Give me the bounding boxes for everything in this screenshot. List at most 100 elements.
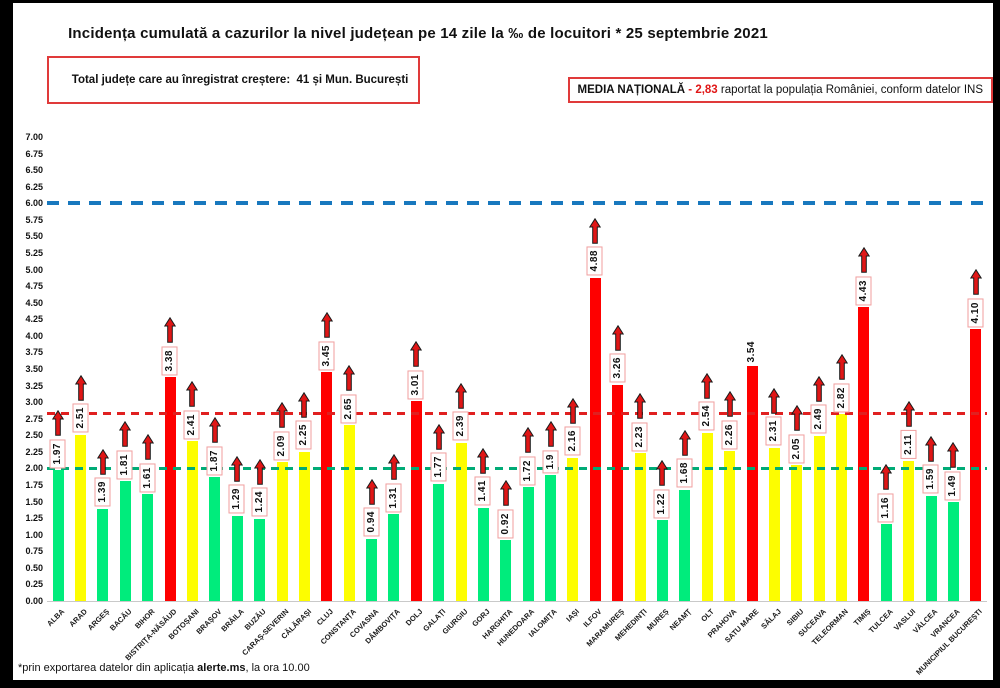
y-tick-label: 0.50 [25,562,43,573]
bar [52,470,64,601]
bar [656,520,668,601]
bar-value-label: 4.88 [587,246,603,276]
increase-arrow-icon [566,397,579,424]
increase-arrow-icon [790,405,803,431]
bar [164,376,176,601]
y-tick-label: 1.00 [25,529,43,540]
bar [880,524,892,601]
y-tick-label: 2.75 [25,413,43,424]
increase-arrow-icon [544,421,557,447]
increase-arrow-icon [947,442,960,468]
increase-arrow-icon [119,421,132,447]
bar-value-label: 2.41 [184,409,200,440]
bar [433,483,445,601]
y-tick-label: 3.75 [25,347,43,358]
x-category-label: BACĂU [108,607,134,633]
y-axis: 0.00 0.25 0.50 0.75 1.00 1.25 1.50 1.75 2.00 2.25… [13,132,45,606]
bar [119,481,131,601]
increase-arrow-icon [231,455,244,482]
y-tick-label: 0.75 [25,546,43,557]
bar [97,508,109,601]
y-tick-label: 6.50 [25,165,43,176]
bar [254,518,266,601]
x-axis-labels: ALBA ARAD ARGEȘ BACĂU BIHOR BISTRIȚA-NĂSĂUD BO… [45,601,987,677]
counties-increase-text: Total județe care au înregistrat creșter… [71,74,409,86]
x-category-label: ALBA [45,607,67,629]
increase-arrow-icon [387,454,400,480]
bar [366,538,378,601]
bar-value-label: 0.94 [363,507,380,537]
bar [925,495,937,601]
increase-arrow-icon [925,435,938,462]
increase-arrow-icon [276,402,288,429]
increase-arrow-icon [880,464,893,490]
increase-arrow-icon [656,460,669,486]
bar [477,507,489,601]
bar [231,515,243,601]
increase-arrow-icon [857,247,870,274]
increase-arrow-icon [835,354,848,380]
bar-value-label: 2.82 [833,382,850,413]
bar-value-label: 3.45 [318,340,335,371]
bar [903,461,915,601]
bar-value-label: 1.97 [50,438,66,469]
footnote-prefix: *prin exportarea datelor din aplicația [18,662,198,674]
bar-chart: 0.00 0.25 0.50 0.75 1.00 1.25 1.50 1.75 2.00 2.25… [13,132,993,677]
increase-arrow-icon [74,374,87,401]
national-average-suffix: raportat la populația României, conform … [720,84,983,96]
bar-value-label: 2.26 [721,419,738,450]
increase-arrow-icon [477,447,490,474]
bar-value-label: 3.26 [609,353,626,383]
bar [947,502,959,601]
increase-arrow-icon [208,417,221,443]
increase-arrow-icon [611,324,624,351]
bar [679,489,691,601]
x-category-label: SĂLAJ [759,607,783,631]
page-title: Incidența cumulată a cazurilor la nivel … [68,25,768,42]
y-tick-label: 4.25 [25,314,43,325]
bar-value-label: 1.68 [676,458,693,488]
x-category-label: SIBIU [784,607,806,628]
y-tick-label: 0.00 [25,596,43,606]
bar-value-label: 1.49 [945,470,961,501]
increase-arrow-icon [969,269,982,295]
bar-value-label: 4.43 [855,275,872,306]
bar-value-label: 2.65 [341,393,357,424]
increase-arrow-icon [768,387,781,414]
increase-arrow-icon [723,391,736,417]
bar-value-label: 2.54 [699,401,715,431]
bar [813,435,825,601]
y-tick-label: 2.00 [25,463,43,474]
bar [321,372,333,601]
footnote-app-name: alerte.ms [197,662,246,674]
bar [343,425,355,601]
y-tick-label: 5.00 [25,264,43,275]
national-average-box: MEDIA NAȚIONALĂ - 2,83 raportat la popul… [567,77,993,103]
national-average-value: - 2,83 [685,84,721,96]
x-category-label: MUREȘ [645,607,671,633]
increase-arrow-icon [499,480,512,506]
y-tick-label: 2.25 [25,446,43,457]
increase-arrow-icon [298,391,311,418]
bar [388,514,400,601]
increase-arrow-icon [455,382,468,409]
y-tick-label: 4.00 [25,330,43,341]
x-category-label: NEAMȚ [667,607,694,633]
bar-value-label: 0.92 [497,508,514,539]
plot-area: 1.97 2.51 1.39 1.81 1.61 3.38 2.41 1.87 1.29 1.24… [47,137,987,602]
bar-value-label: 2.39 [453,411,469,441]
bar-value-label: 1.87 [206,445,223,476]
bar-value-label: 4.10 [967,297,984,328]
bar [186,441,198,601]
bar-value-label: 1.39 [94,477,111,507]
y-tick-label: 3.25 [25,380,43,391]
y-tick-label: 1.50 [25,496,43,507]
x-category-label: BRĂILA [219,607,246,634]
x-category-label: OLT [699,607,716,624]
national-average-label: MEDIA NAȚIONALĂ [577,84,686,96]
y-tick-label: 4.50 [25,297,43,308]
upper-threshold-line [47,201,987,206]
bar [612,384,624,601]
bar [567,457,579,601]
bar [545,475,557,601]
